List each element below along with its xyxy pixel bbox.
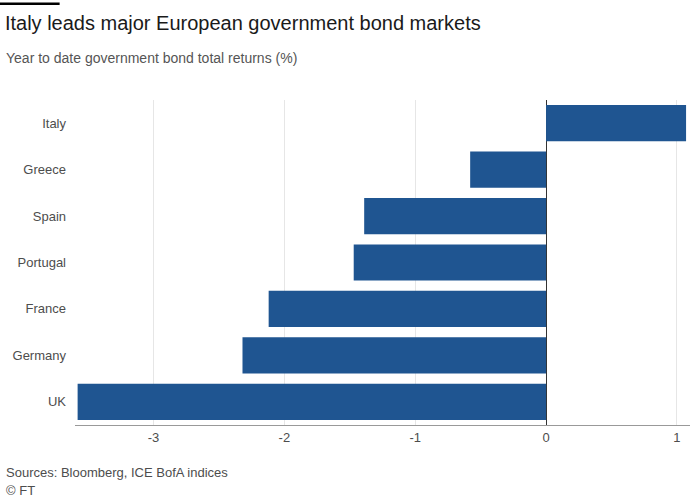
svg-text:1: 1 — [673, 430, 680, 445]
svg-text:-2: -2 — [279, 430, 291, 445]
svg-text:Italy leads major European gov: Italy leads major European government bo… — [5, 12, 481, 34]
svg-text:Germany: Germany — [13, 348, 67, 363]
svg-text:France: France — [26, 301, 66, 316]
svg-text:Italy: Italy — [42, 116, 66, 131]
svg-text:Year to date government bond t: Year to date government bond total retur… — [6, 50, 297, 66]
svg-text:Portugal: Portugal — [18, 255, 67, 270]
svg-text:Greece: Greece — [23, 162, 66, 177]
svg-text:0: 0 — [542, 430, 549, 445]
svg-text:-1: -1 — [409, 430, 421, 445]
svg-text:Sources: Bloomberg, ICE BofA i: Sources: Bloomberg, ICE BofA indices — [6, 465, 228, 480]
svg-text:Spain: Spain — [33, 209, 66, 224]
svg-text:-3: -3 — [148, 430, 160, 445]
svg-text:UK: UK — [48, 394, 66, 409]
svg-text:© FT: © FT — [6, 483, 35, 498]
